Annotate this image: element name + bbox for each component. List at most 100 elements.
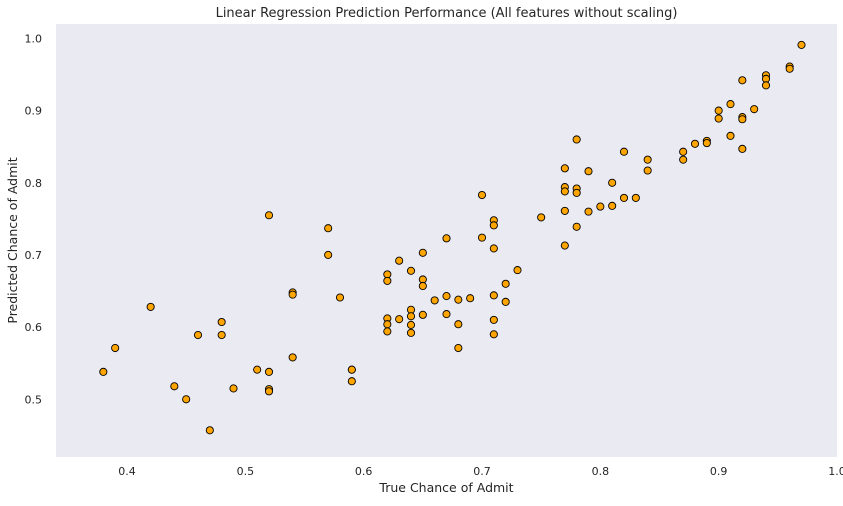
x-tick-label: 0.8: [592, 465, 610, 478]
data-point: [560, 206, 569, 215]
x-tick-label: 1.0: [828, 465, 843, 478]
y-tick-label: 0.6: [25, 321, 43, 334]
data-point: [489, 291, 498, 300]
data-point: [418, 248, 427, 257]
data-point: [288, 290, 297, 299]
data-point: [205, 426, 214, 435]
data-point: [643, 155, 652, 164]
y-tick-label: 1.0: [25, 32, 43, 45]
data-point: [324, 250, 333, 259]
data-point: [738, 144, 747, 153]
data-point: [726, 100, 735, 109]
x-tick-label: 0.5: [237, 465, 255, 478]
data-point: [750, 105, 759, 114]
data-point: [347, 377, 356, 386]
data-point: [229, 384, 238, 393]
data-point: [631, 193, 640, 202]
data-point: [406, 328, 416, 337]
data-point: [714, 106, 723, 115]
data-point: [489, 315, 498, 324]
data-point: [324, 224, 333, 233]
data-point: [418, 310, 427, 319]
data-point: [596, 202, 605, 211]
data-point: [513, 266, 522, 275]
chart-title: Linear Regression Prediction Performance…: [216, 6, 678, 21]
data-point: [454, 295, 463, 304]
data-point: [608, 178, 617, 187]
data-point: [466, 294, 475, 303]
data-point: [477, 233, 487, 242]
data-point: [454, 320, 463, 329]
data-point: [738, 115, 747, 124]
data-point: [761, 81, 771, 90]
data-point: [560, 241, 569, 250]
data-point: [99, 367, 108, 376]
data-point: [264, 211, 274, 220]
data-point: [501, 279, 510, 288]
data-point: [797, 40, 806, 49]
data-point: [264, 387, 274, 396]
data-point: [572, 222, 581, 231]
y-tick-label: 0.5: [25, 393, 43, 406]
data-point: [418, 281, 427, 291]
data-point: [383, 276, 392, 285]
data-point: [217, 330, 226, 340]
data-point: [584, 207, 593, 216]
data-point: [395, 256, 404, 265]
data-point: [679, 147, 688, 156]
y-tick-label: 0.8: [25, 177, 43, 190]
data-point: [111, 343, 120, 353]
data-point: [454, 343, 463, 353]
x-tick-label: 0.9: [710, 465, 728, 478]
data-point: [383, 320, 392, 329]
data-point: [406, 266, 416, 275]
data-point: [714, 114, 723, 123]
y-axis-label: Predicted Chance of Admit: [5, 157, 20, 323]
data-point: [690, 139, 700, 148]
data-point: [264, 367, 274, 376]
data-point: [146, 302, 155, 311]
data-point: [489, 244, 498, 253]
data-point: [619, 193, 629, 202]
data-point: [489, 330, 498, 339]
data-point: [679, 155, 688, 164]
data-point: [489, 221, 498, 230]
data-point: [726, 131, 735, 140]
data-point: [182, 395, 191, 404]
data-point: [785, 64, 794, 73]
data-point: [643, 166, 652, 175]
x-axis-label: True Chance of Admit: [378, 480, 513, 495]
y-tick-label: 0.9: [25, 105, 43, 118]
data-point: [442, 310, 451, 319]
data-point: [430, 296, 439, 305]
data-point: [335, 293, 345, 302]
data-point: [584, 167, 593, 176]
x-axis-ticks: 0.4 0.5 0.6 0.7 0.8 0.9 1.0: [118, 465, 843, 478]
data-point: [738, 76, 747, 85]
y-tick-label: 0.7: [25, 249, 43, 262]
y-axis-ticks: 0.5 0.6 0.7 0.8 0.9 1.0: [25, 32, 43, 406]
x-tick-label: 0.4: [118, 465, 136, 478]
data-point: [442, 234, 451, 243]
x-tick-label: 0.6: [355, 465, 373, 478]
data-point: [170, 382, 179, 391]
data-point: [395, 315, 404, 324]
data-point: [572, 188, 581, 197]
data-point: [560, 164, 569, 173]
data-point: [253, 365, 262, 374]
x-tick-label: 0.7: [473, 465, 491, 478]
data-point: [288, 353, 297, 362]
data-point: [347, 365, 356, 374]
data-point: [442, 292, 451, 301]
data-point: [560, 187, 569, 196]
data-point: [217, 317, 226, 327]
data-point: [702, 139, 711, 148]
data-point: [608, 201, 617, 210]
data-point: [572, 135, 581, 144]
data-point: [477, 190, 487, 200]
data-point: [193, 330, 203, 340]
data-point: [537, 213, 546, 222]
data-point: [406, 312, 416, 321]
